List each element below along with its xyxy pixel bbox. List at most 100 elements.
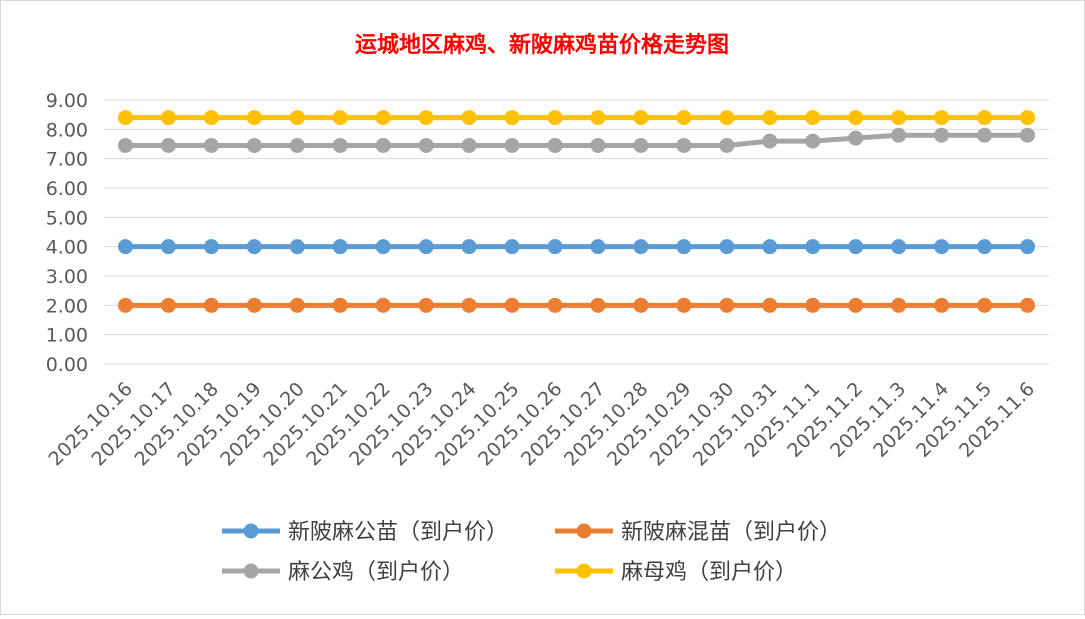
series-4 (117, 110, 1036, 126)
data-point (891, 297, 907, 313)
y-tick-label: 6.00 (46, 178, 88, 200)
data-point (719, 137, 735, 153)
y-tick-label: 9.00 (46, 90, 88, 112)
data-point (461, 239, 477, 255)
data-point (1020, 127, 1036, 143)
data-point (590, 110, 606, 126)
data-point (805, 239, 821, 255)
data-point (633, 137, 649, 153)
data-point (332, 137, 348, 153)
data-point (375, 239, 391, 255)
legend-label: 新陂麻公苗（到户价） (288, 520, 508, 545)
data-point (418, 239, 434, 255)
chart-title: 运城地区麻鸡、新陂麻鸡苗价格走势图 (355, 32, 729, 58)
data-point (719, 297, 735, 313)
data-point (1020, 110, 1036, 126)
data-point (160, 297, 176, 313)
data-point (375, 110, 391, 126)
data-point (504, 297, 520, 313)
data-point (418, 110, 434, 126)
data-point (160, 110, 176, 126)
data-point (762, 110, 778, 126)
x-axis: 2025.10.162025.10.172025.10.182025.10.19… (45, 378, 1040, 470)
y-tick-label: 2.00 (46, 295, 88, 317)
data-point (332, 110, 348, 126)
data-point (504, 137, 520, 153)
data-point (676, 137, 692, 153)
data-point (375, 137, 391, 153)
gridlines (104, 99, 1049, 365)
data-point (117, 239, 133, 255)
y-tick-label: 0.00 (46, 354, 88, 376)
data-point (1020, 297, 1036, 313)
y-axis: 0.00 1.00 2.00 3.00 4.00 5.00 6.00 7.00 8.00 9.00 (46, 90, 88, 376)
legend-swatch-marker (576, 563, 592, 579)
data-point (461, 137, 477, 153)
data-point (676, 297, 692, 313)
data-point (676, 110, 692, 126)
data-point (719, 110, 735, 126)
series-1 (117, 239, 1036, 255)
series-line (122, 132, 1031, 148)
data-point (1020, 239, 1036, 255)
data-point (332, 297, 348, 313)
data-point (160, 239, 176, 255)
data-point (289, 110, 305, 126)
data-point (848, 110, 864, 126)
data-point (934, 239, 950, 255)
data-point (504, 110, 520, 126)
legend-label: 新陂麻混苗（到户价） (621, 520, 841, 545)
y-tick-label: 7.00 (46, 149, 88, 171)
data-point (246, 239, 262, 255)
legend-item: 新陂麻混苗（到户价） (555, 520, 841, 545)
data-point (805, 133, 821, 149)
data-point (418, 137, 434, 153)
data-point (117, 137, 133, 153)
legend-item: 麻公鸡（到户价） (222, 560, 464, 585)
legend-swatch-marker (243, 523, 259, 539)
data-point (762, 133, 778, 149)
data-point (504, 239, 520, 255)
legend-item: 麻母鸡（到户价） (555, 560, 797, 585)
data-point (547, 110, 563, 126)
legend-swatch-marker (243, 563, 259, 579)
data-point (289, 239, 305, 255)
data-point (977, 297, 993, 313)
data-point (977, 110, 993, 126)
data-point (547, 239, 563, 255)
legend-item: 新陂麻公苗（到户价） (222, 520, 508, 545)
data-point (977, 127, 993, 143)
series-2 (117, 297, 1036, 313)
data-point (160, 137, 176, 153)
data-point (590, 137, 606, 153)
data-point (805, 297, 821, 313)
data-point (676, 239, 692, 255)
data-point (203, 137, 219, 153)
data-point (203, 110, 219, 126)
data-point (762, 297, 778, 313)
data-point (203, 297, 219, 313)
data-point (590, 239, 606, 255)
data-point (934, 127, 950, 143)
data-point (590, 297, 606, 313)
data-point (289, 297, 305, 313)
y-tick-label: 5.00 (46, 207, 88, 229)
legend: 新陂麻公苗（到户价） 新陂麻混苗（到户价） 麻公鸡（到户价） 麻母鸡（到户价） (222, 520, 841, 585)
data-point (891, 127, 907, 143)
data-point (332, 239, 348, 255)
data-point (547, 137, 563, 153)
data-point (117, 297, 133, 313)
data-point (762, 239, 778, 255)
data-point (848, 239, 864, 255)
data-point (246, 110, 262, 126)
data-point (977, 239, 993, 255)
data-point (547, 297, 563, 313)
y-tick-label: 1.00 (46, 325, 88, 347)
data-point (246, 137, 262, 153)
y-tick-label: 4.00 (46, 237, 88, 259)
data-point (203, 239, 219, 255)
data-point (246, 297, 262, 313)
data-point (891, 110, 907, 126)
data-point (461, 110, 477, 126)
